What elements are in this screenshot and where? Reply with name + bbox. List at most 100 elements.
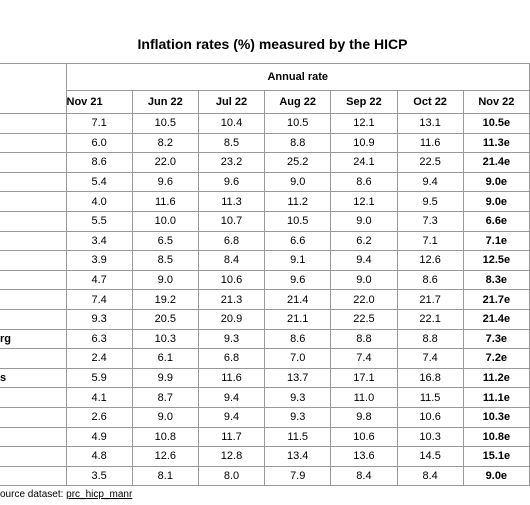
cell: 10.6 — [396, 406, 464, 428]
row-label: rg — [0, 328, 67, 350]
title: Inflation rates (%) measured by the HICP — [137, 36, 408, 52]
cell: 10.6 — [330, 426, 398, 448]
cell: 6.1 — [131, 348, 199, 369]
cell: 8.6 — [65, 152, 133, 173]
table-row: 3.4 6.5 6.8 6.6 6.2 7.1 7.1e — [0, 230, 530, 252]
cell: 8.7 — [131, 387, 199, 408]
cell: 10.3e — [462, 406, 530, 428]
cell: 6.8 — [197, 348, 266, 369]
cell: 9.0 — [330, 210, 398, 232]
corner-cell — [0, 63, 67, 114]
cell: 24.1 — [330, 152, 398, 173]
cell: 12.1 — [330, 191, 398, 212]
cell: 8.6 — [264, 328, 332, 350]
cell: 8.1 — [131, 465, 199, 487]
table-row: 8.6 22.0 23.2 25.2 24.1 22.5 21.4e — [0, 152, 530, 173]
table-row: 4.8 12.6 12.8 13.4 13.6 14.5 15.1e — [0, 446, 530, 467]
cell: 10.3 — [131, 328, 199, 350]
cell: 7.1 — [65, 113, 133, 134]
cell: 10.5 — [264, 210, 332, 232]
cell: 8.6 — [396, 269, 464, 291]
cell: 16.8 — [396, 367, 464, 389]
cell: 12.6 — [396, 250, 464, 271]
cell: 11.6 — [396, 132, 464, 154]
cell: 8.3e — [462, 269, 530, 291]
cell: 9.3 — [264, 387, 332, 408]
cell: 6.6e — [462, 210, 530, 232]
cell: 9.3 — [65, 308, 133, 330]
cell: 11.1e — [462, 387, 530, 408]
row-label — [0, 230, 67, 252]
cell: 17.1 — [330, 367, 398, 389]
row-label — [0, 152, 67, 173]
cell: 7.9 — [264, 465, 332, 487]
cell: 9.4 — [396, 171, 464, 193]
cell: 10.7 — [197, 210, 266, 232]
cell: 8.8 — [396, 328, 464, 350]
cell: 9.4 — [197, 406, 266, 428]
cell: 7.2e — [462, 348, 530, 369]
column-header: Jun 22 — [131, 90, 199, 114]
cell: 7.3 — [396, 210, 464, 232]
row-label — [0, 387, 67, 408]
cell: 9.0 — [131, 406, 199, 428]
row-label — [0, 210, 67, 232]
cell: 22.5 — [330, 308, 398, 330]
column-header: Oct 22 — [396, 90, 464, 114]
cell: 9.4 — [197, 387, 266, 408]
cell: 9.3 — [197, 328, 266, 350]
cell: 25.2 — [264, 152, 332, 173]
column-header: Sep 22 — [330, 90, 398, 114]
cell: 9.6 — [197, 171, 266, 193]
cell: 9.8 — [330, 406, 398, 428]
cell: 21.1 — [264, 308, 332, 330]
row-label — [0, 348, 67, 369]
cell: 10.5 — [264, 113, 332, 134]
column-header: Jul 22 — [197, 90, 266, 114]
row-label: s — [0, 367, 67, 389]
cell: 10.4 — [197, 113, 266, 134]
cell: 12.1 — [330, 113, 398, 134]
cell: 11.2 — [264, 191, 332, 212]
table-row: 5.5 10.0 10.7 10.5 9.0 7.3 6.6e — [0, 210, 530, 232]
cell: 11.7 — [197, 426, 266, 448]
table-row: 7.4 19.2 21.3 21.4 22.0 21.7 21.7e — [0, 289, 530, 310]
cell: 21.4 — [264, 289, 332, 310]
cell: 7.3e — [462, 328, 530, 350]
cell: 21.4e — [462, 308, 530, 330]
row-label — [0, 191, 67, 212]
group-header-row: Annual rate — [0, 63, 530, 114]
cell: 14.5 — [396, 446, 464, 467]
cell: 9.0 — [330, 269, 398, 291]
cell: 21.7e — [462, 289, 530, 310]
cell: 11.3 — [197, 191, 266, 212]
footer-text: ource dataset: — [0, 489, 67, 500]
row-label — [0, 171, 67, 193]
row-label — [0, 132, 67, 154]
cell: 21.4e — [462, 152, 530, 173]
table-row: 2.4 6.1 6.8 7.0 7.4 7.4 7.2e — [0, 348, 530, 369]
cell: 5.5 — [65, 210, 133, 232]
column-header: Nov 22 — [462, 90, 530, 114]
cell: 8.5 — [131, 250, 199, 271]
row-label — [0, 269, 67, 291]
table-body: 7.1 10.5 10.4 10.5 12.1 13.1 10.5e 6.0 8.2 8.5 8.8… — [0, 113, 530, 487]
cell: 9.6 — [131, 171, 199, 193]
cell: 3.4 — [65, 230, 133, 252]
cell: 12.6 — [131, 446, 199, 467]
cell: 6.8 — [197, 230, 266, 252]
cell: 10.0 — [131, 210, 199, 232]
dataset-link[interactable]: prc_hicp_manr — [66, 489, 133, 500]
cell: 21.3 — [197, 289, 266, 310]
cell: 9.0e — [462, 191, 530, 212]
cell: 6.6 — [264, 230, 332, 252]
cell: 11.5 — [264, 426, 332, 448]
cell: 6.5 — [131, 230, 199, 252]
cell: 9.0e — [462, 171, 530, 193]
table-row: 4.0 11.6 11.3 11.2 12.1 9.5 9.0e — [0, 191, 530, 212]
cell: 23.2 — [197, 152, 266, 173]
cell: 8.6 — [330, 171, 398, 193]
cell: 2.6 — [65, 406, 133, 428]
table-row: 3.9 8.5 8.4 9.1 9.4 12.6 12.5e — [0, 250, 530, 271]
